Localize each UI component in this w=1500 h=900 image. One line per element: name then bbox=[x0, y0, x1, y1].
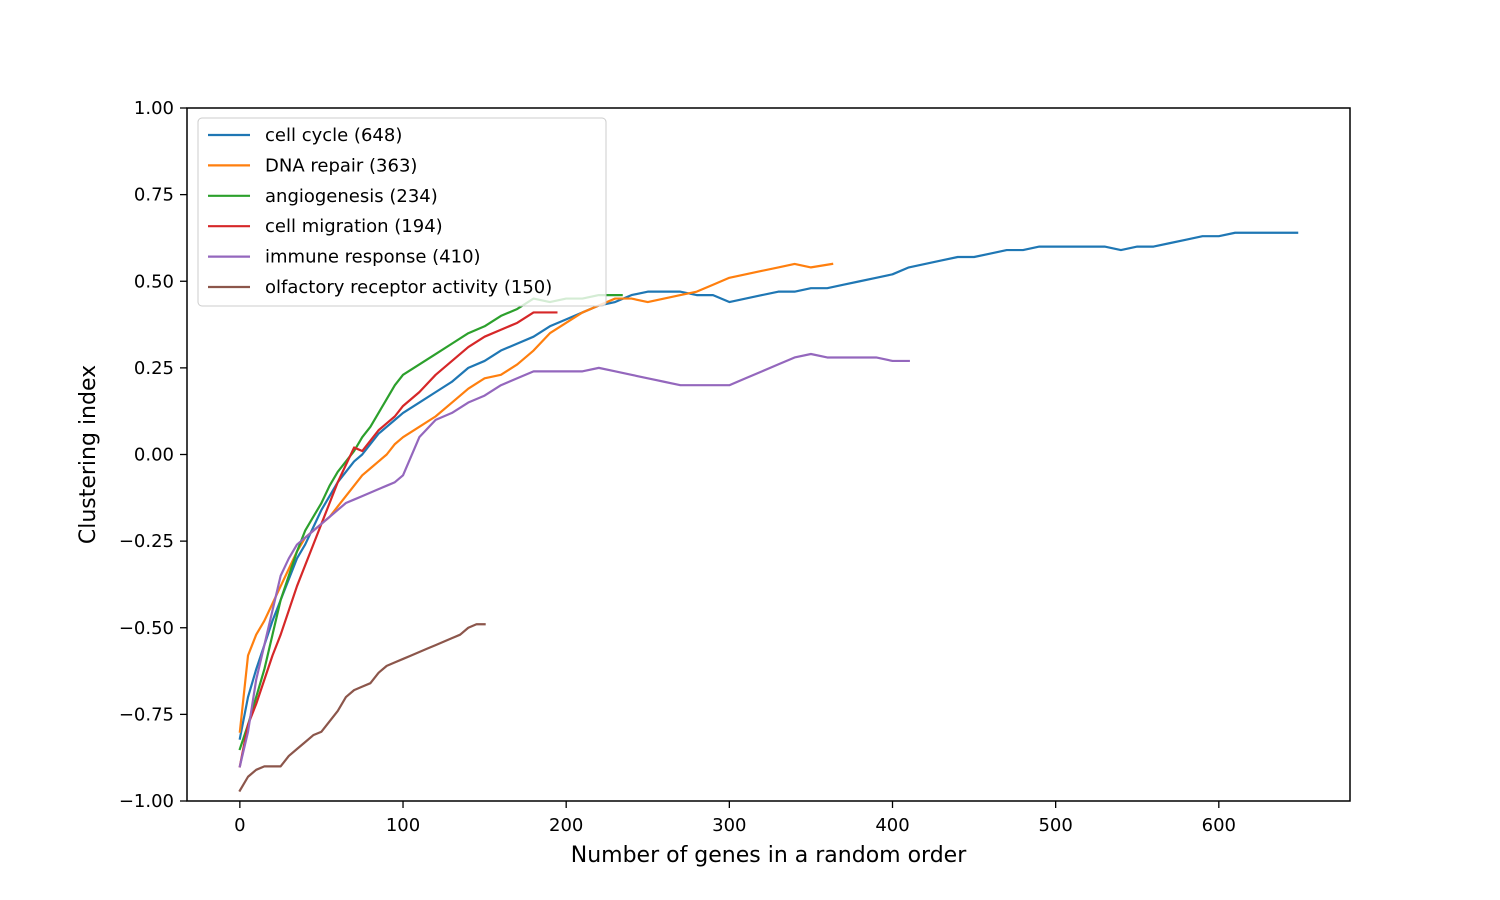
x-tick-label: 400 bbox=[875, 815, 909, 836]
y-axis: −1.00 −0.75 −0.50 −0.25 0.00 0.25 0.50 0.75 1.00 bbox=[119, 98, 187, 812]
legend-label-angiogenesis: angiogenesis (234) bbox=[265, 186, 438, 207]
x-tick-label: 100 bbox=[386, 815, 420, 836]
y-tick-label: 0.75 bbox=[134, 185, 174, 206]
y-tick-label: 0.00 bbox=[134, 445, 174, 466]
x-tick-label: 500 bbox=[1038, 815, 1072, 836]
legend-label-cell-cycle: cell cycle (648) bbox=[265, 125, 402, 146]
series-line-immune-response bbox=[238, 352, 910, 768]
legend-label-olfactory-receptor-activity: olfactory receptor activity (150) bbox=[265, 277, 552, 298]
legend-label-immune-response: immune response (410) bbox=[265, 247, 481, 268]
series-layer bbox=[238, 231, 1299, 793]
series-line-cell-migration bbox=[238, 311, 558, 768]
legend-label-dna-repair: DNA repair (363) bbox=[265, 155, 417, 176]
y-tick-label: −0.75 bbox=[119, 704, 174, 725]
x-axis-label: Number of genes in a random order bbox=[571, 843, 967, 868]
y-tick-label: 1.00 bbox=[134, 98, 174, 119]
series-line-olfactory-receptor-activity bbox=[238, 623, 486, 793]
x-tick-label: 300 bbox=[712, 815, 746, 836]
x-tick-label: 200 bbox=[549, 815, 583, 836]
series-line-dna-repair bbox=[238, 262, 834, 733]
y-tick-label: −0.25 bbox=[119, 531, 174, 552]
y-tick-label: 0.50 bbox=[134, 271, 174, 292]
y-tick-label: −0.50 bbox=[119, 618, 174, 639]
legend-box bbox=[197, 117, 607, 307]
x-tick-label: 600 bbox=[1202, 815, 1236, 836]
y-tick-label: 0.25 bbox=[134, 358, 174, 379]
legend-label-cell-migration: cell migration (194) bbox=[265, 216, 443, 237]
y-axis-label: Clustering index bbox=[76, 365, 101, 544]
legend: cell cycle (648) DNA repair (363) angiogen… bbox=[197, 117, 607, 307]
x-tick-label: 0 bbox=[234, 815, 245, 836]
y-tick-label: −1.00 bbox=[119, 791, 174, 812]
x-axis: 0 100 200 300 400 500 600 bbox=[234, 801, 1236, 836]
